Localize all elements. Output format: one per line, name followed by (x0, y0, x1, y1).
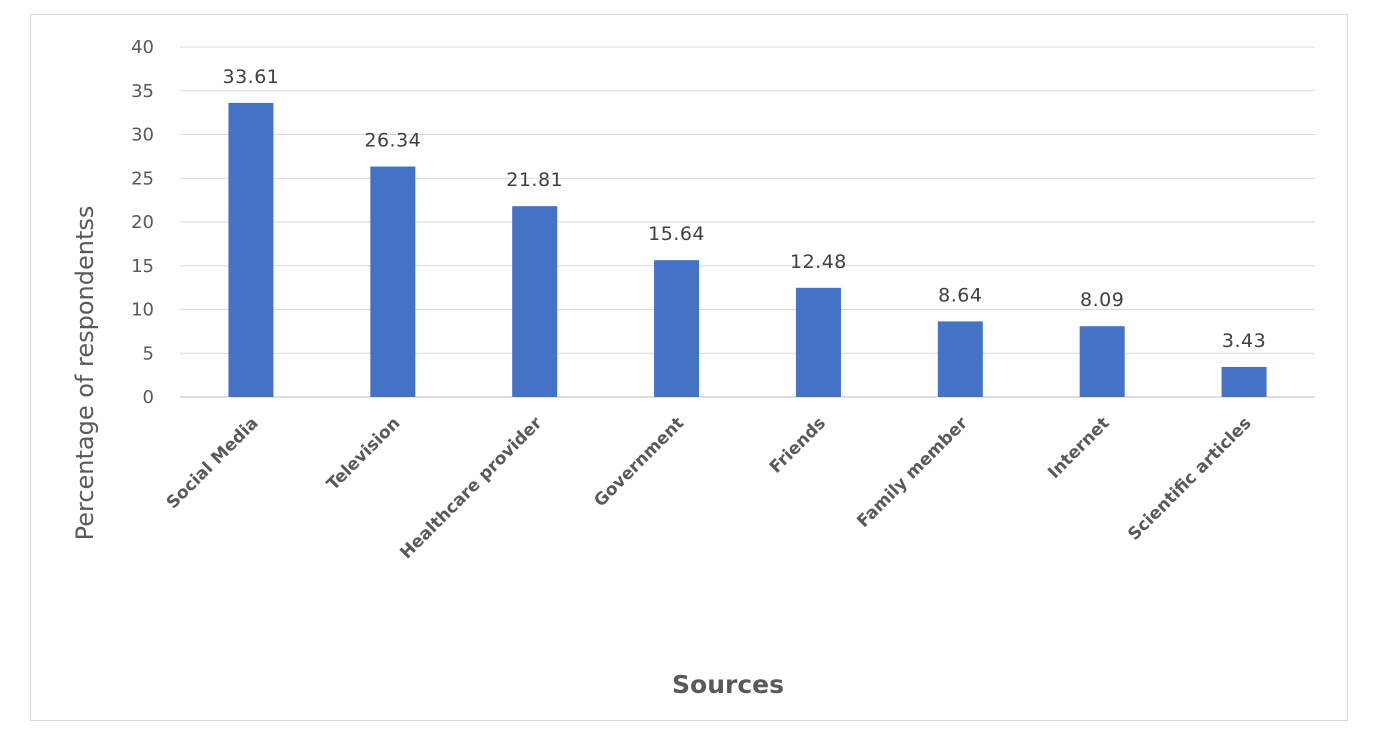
y-tick-label: 15 (131, 256, 154, 277)
bar (1221, 366, 1267, 397)
data-label: 12.48 (790, 251, 847, 273)
bar (654, 260, 700, 397)
y-tick-label: 30 (131, 125, 154, 146)
data-label: 26.34 (364, 130, 421, 152)
bars (228, 102, 1267, 397)
y-axis-title: Percentage of respondentss (71, 206, 99, 541)
y-axis-ticks: 0 5 10 15 20 25 30 35 40 (131, 37, 154, 408)
data-label: 8.09 (1080, 289, 1124, 311)
gridlines (180, 46, 1315, 398)
bar (937, 321, 983, 397)
y-tick-label: 35 (131, 81, 154, 102)
x-category-label: Internet (1044, 413, 1113, 482)
data-label: 8.64 (938, 284, 982, 306)
bar (512, 206, 558, 397)
bar (795, 287, 841, 397)
data-label: 15.64 (648, 223, 705, 245)
x-category-label: Scientific articles (1124, 413, 1255, 544)
data-label: 3.43 (1222, 330, 1266, 352)
y-tick-label: 20 (131, 212, 154, 233)
x-category-label: Healthcare provider (396, 413, 546, 563)
data-label: 21.81 (506, 169, 563, 191)
x-category-label: Television (323, 413, 404, 494)
x-axis-title: Sources (672, 670, 784, 699)
bar (228, 102, 274, 397)
y-tick-label: 40 (131, 37, 154, 58)
x-category-label: Friends (766, 413, 830, 477)
data-labels: 33.61 26.34 21.81 15.64 12.48 8.64 8.09 3.43 (222, 66, 1266, 352)
bar (1079, 326, 1125, 397)
x-category-label: Family member (853, 413, 972, 532)
data-label: 33.61 (222, 66, 279, 88)
x-category-label: Government (590, 413, 688, 511)
y-tick-label: 5 (143, 343, 154, 364)
bar (370, 166, 416, 397)
y-tick-label: 0 (143, 387, 154, 408)
y-tick-label: 10 (131, 300, 154, 321)
y-tick-label: 25 (131, 168, 154, 189)
x-category-label: Social Media (163, 413, 263, 513)
